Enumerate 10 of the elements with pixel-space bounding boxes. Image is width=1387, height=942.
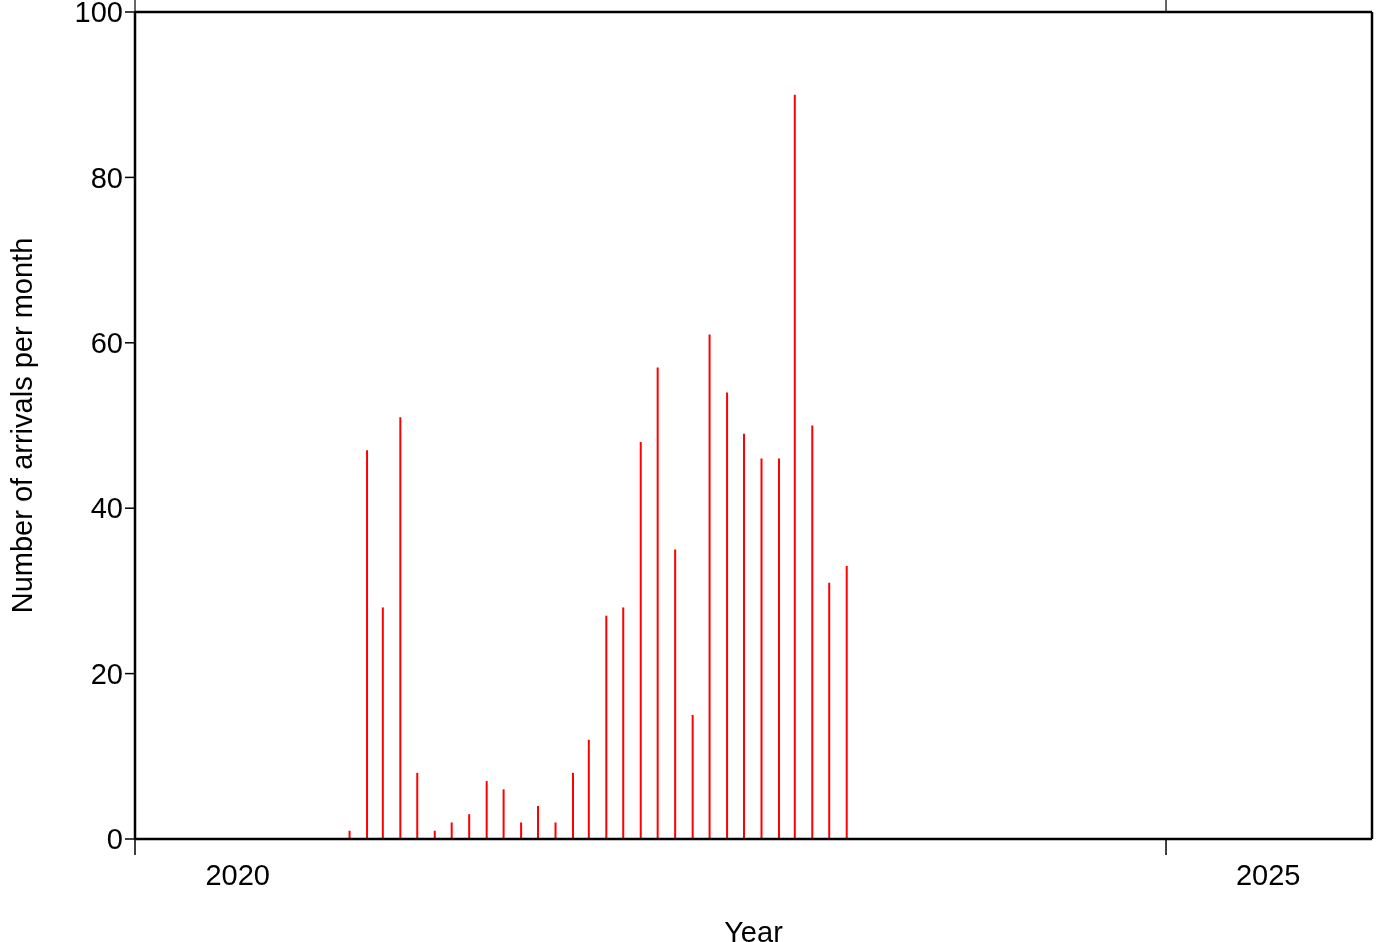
y-tick-label: 40 [90,492,123,525]
y-tick-label: 20 [90,657,123,690]
y-tick-label: 0 [106,823,123,856]
y-tick-label: 60 [90,327,123,360]
y-axis-title: Number of arrivals per month [6,237,39,614]
x-axis-title: Year [724,916,784,942]
x-tick-label: 2025 [1235,858,1301,891]
y-tick-label: 80 [90,161,123,194]
x-tick-label: 2020 [205,858,270,891]
y-tick-label: 100 [74,0,123,29]
